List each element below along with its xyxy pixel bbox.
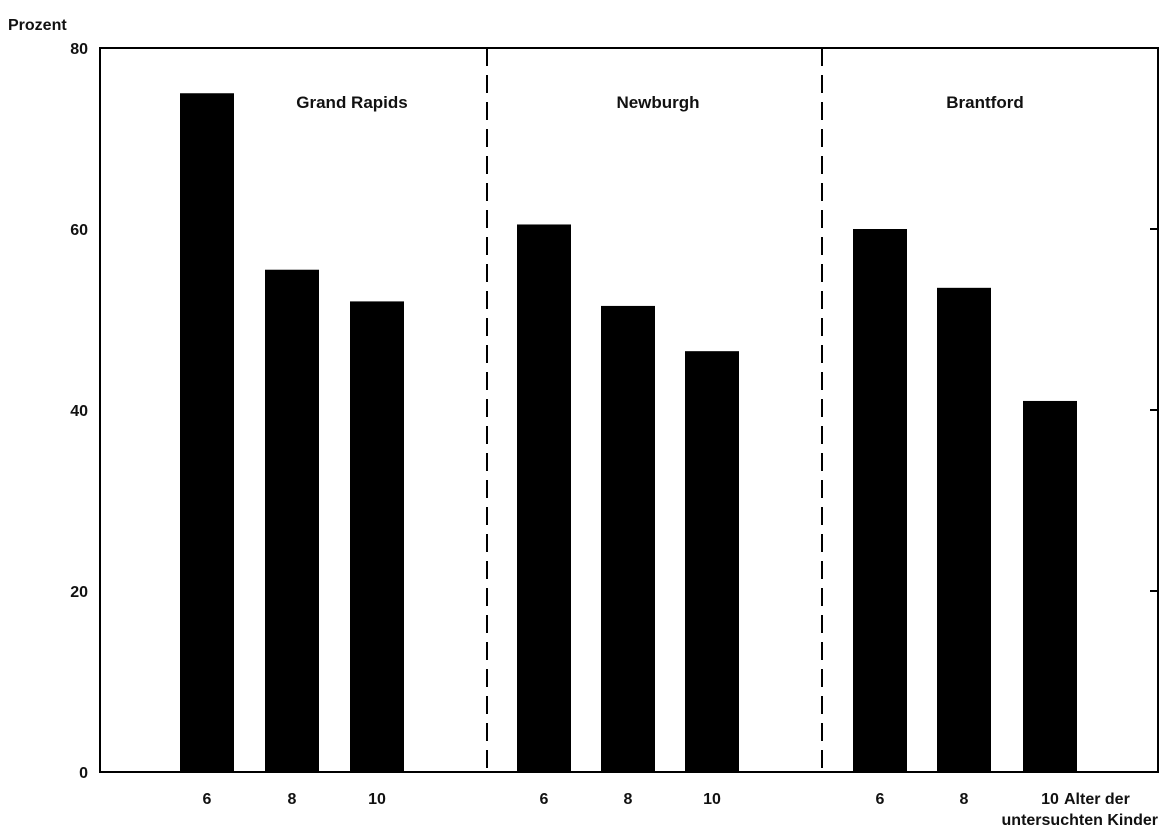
x-tick-label: 10 [368, 791, 386, 808]
panel-title-brantford: Brantford [946, 93, 1023, 112]
x-axis-ticks: 6 8 10 6 8 10 6 8 10 [203, 791, 1059, 808]
bar-grand-rapids-6 [180, 93, 234, 772]
bar-newburgh-6 [517, 224, 571, 773]
y-axis-label: Prozent [8, 17, 67, 34]
bar-brantford-10 [1023, 400, 1077, 772]
panel-title-newburgh: Newburgh [616, 93, 699, 112]
bar-newburgh-10 [685, 351, 739, 772]
bar-grand-rapids-10 [350, 301, 404, 772]
bar-grand-rapids-8 [265, 269, 319, 772]
bars-group [180, 93, 1077, 773]
y-tick-label: 0 [79, 765, 88, 782]
y-tick-label: 60 [70, 222, 88, 239]
bar-newburgh-8 [601, 305, 655, 772]
bar-brantford-8 [937, 287, 991, 772]
x-axis-label-line2: untersuchten Kinder [1002, 812, 1158, 829]
y-axis-ticks: 0 20 40 60 80 [70, 41, 1158, 782]
x-tick-label: 8 [288, 791, 297, 808]
x-tick-label: 6 [203, 791, 212, 808]
y-tick-label: 20 [70, 584, 88, 601]
panel-title-grand-rapids: Grand Rapids [296, 93, 407, 112]
x-tick-label: 8 [624, 791, 633, 808]
x-tick-label: 8 [960, 791, 969, 808]
y-tick-label: 80 [70, 41, 88, 58]
x-tick-label: 6 [540, 791, 549, 808]
x-tick-label: 10 [703, 791, 721, 808]
bar-brantford-6 [853, 229, 907, 772]
x-axis-label-line1: Alter der [1064, 791, 1130, 808]
x-tick-label: 6 [876, 791, 885, 808]
y-tick-label: 40 [70, 403, 88, 420]
x-tick-label: 10 [1041, 791, 1059, 808]
